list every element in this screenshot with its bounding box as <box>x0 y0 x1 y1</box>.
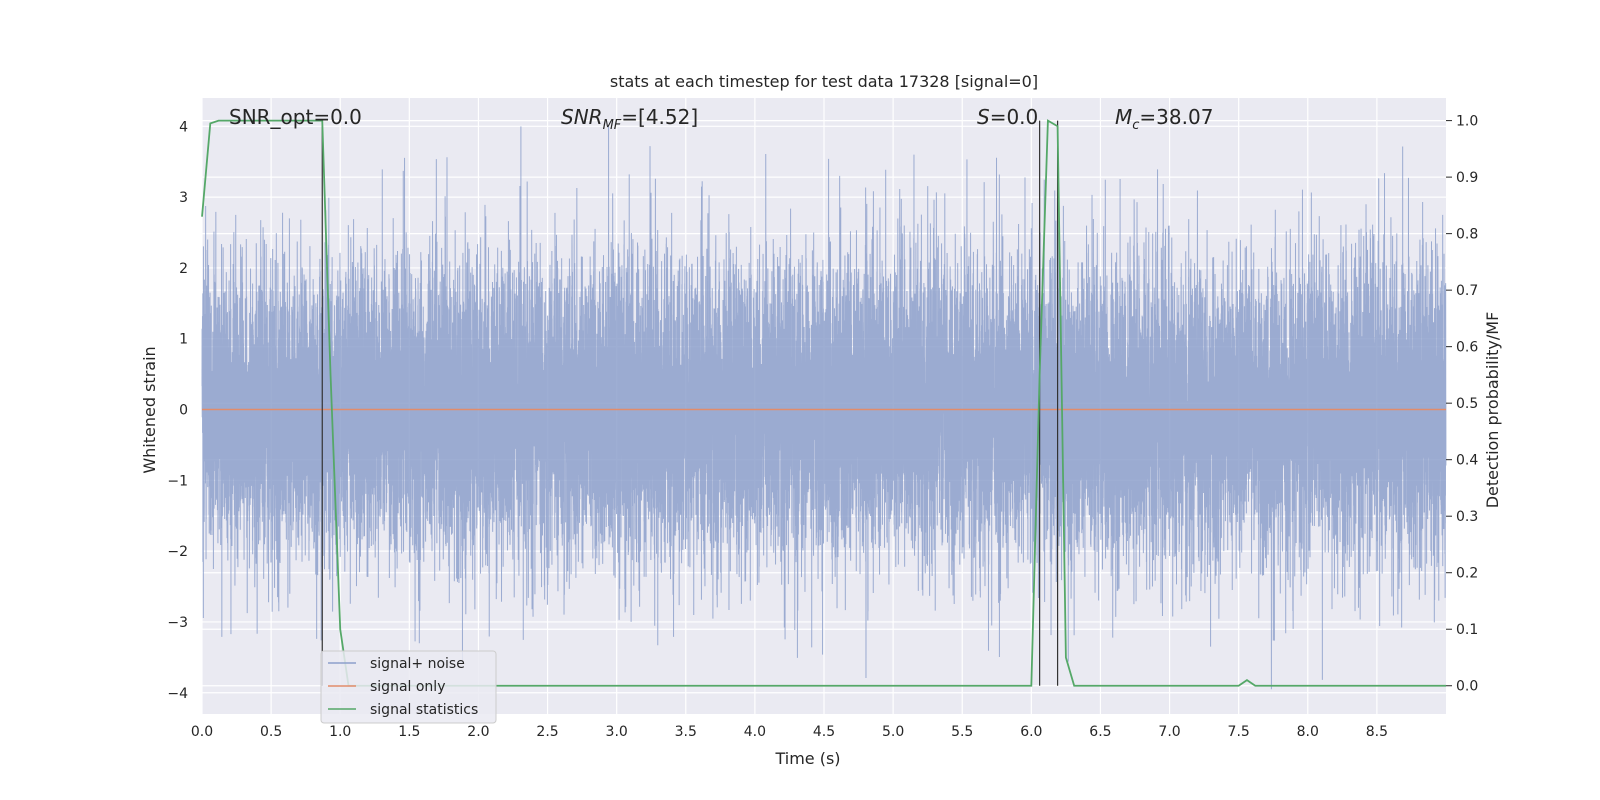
annotation-mc-value: =38.07 <box>1139 105 1213 129</box>
y2-tick-label: 0.1 <box>1456 622 1478 638</box>
x-tick-label: 1.5 <box>398 724 420 740</box>
x-tick-label: 8.0 <box>1297 724 1319 740</box>
annotation-snr-mf-value: =[4.52] <box>621 105 698 129</box>
y2-tick-label: 0.8 <box>1456 227 1478 243</box>
y-tick-label: −1 <box>167 473 188 489</box>
y2-tick-label: 0.2 <box>1456 566 1478 582</box>
x-axis-label: Time (s) <box>774 749 840 768</box>
y-tick-label: −3 <box>167 615 188 631</box>
y2-tick-label: 0.9 <box>1456 170 1478 186</box>
x-tick-label: 4.5 <box>813 724 835 740</box>
annotation-s: S=0.0 <box>977 105 1038 129</box>
legend-box <box>320 650 497 724</box>
annotation-snr-opt: SNR_opt=0.0 <box>229 105 362 129</box>
x-tick-label: 7.0 <box>1158 724 1180 740</box>
x-tick-label: 2.0 <box>467 724 489 740</box>
y2-tick-label: 0.6 <box>1456 340 1478 356</box>
signal-statistics-line <box>201 119 1446 687</box>
y-tick-label: 4 <box>179 119 188 135</box>
annotation-mc-symbol: M <box>1115 105 1132 129</box>
y2-tick-label: 0.5 <box>1456 396 1478 412</box>
legend: signal+ noise signal only signal statist… <box>320 650 497 724</box>
series-signal-noise <box>201 126 1447 690</box>
series-signal-statistics <box>201 119 1446 687</box>
annotation-snr-mf-subscript: MF <box>603 118 622 133</box>
y-tick-label: −4 <box>167 686 188 702</box>
x-tick-label: 4.0 <box>744 724 766 740</box>
x-tick-label: 6.5 <box>1089 724 1111 740</box>
annotation-s-symbol: S <box>977 105 990 129</box>
y-tick-label: 0 <box>179 403 188 419</box>
legend-label-signal-noise: signal+ noise <box>370 656 465 672</box>
x-tick-label: 6.0 <box>1020 724 1042 740</box>
legend-label-signal-statistics: signal statistics <box>370 702 478 718</box>
x-tick-label: 3.0 <box>606 724 628 740</box>
x-tick-label: 0.0 <box>191 724 213 740</box>
x-tick-label: 1.0 <box>329 724 351 740</box>
y2-tick-label: 0.0 <box>1456 679 1478 695</box>
y-tick-label: 3 <box>179 190 188 206</box>
chart-title: stats at each timestep for test data 173… <box>610 72 1038 91</box>
x-tick-label: 0.5 <box>260 724 282 740</box>
y2-tick-label: 0.4 <box>1456 453 1478 469</box>
annotation-mc-subscript: c <box>1132 118 1139 133</box>
annotation-s-value: =0.0 <box>990 105 1039 129</box>
x-tick-label: 2.5 <box>536 724 558 740</box>
legend-label-signal-only: signal only <box>370 679 445 695</box>
x-tick-label: 5.0 <box>882 724 904 740</box>
y-tick-label: 2 <box>179 261 188 277</box>
annotation-mc: Mc=38.07 <box>1115 105 1213 133</box>
x-tick-label: 7.5 <box>1228 724 1250 740</box>
y2-tick-labels: 1.0 0.9 0.8 0.7 0.6 0.5 0.4 0.3 0.2 0.1 0.0 <box>1446 114 1478 695</box>
annotation-snr-mf-symbol: SNR <box>561 105 603 129</box>
y2-tick-label: 1.0 <box>1456 114 1478 130</box>
x-tick-label: 8.5 <box>1366 724 1388 740</box>
y-tick-label: 1 <box>179 332 188 348</box>
y2-axis-label: Detection probability/MF <box>1483 312 1502 509</box>
y2-tick-label: 0.3 <box>1456 509 1478 525</box>
x-tick-label: 5.5 <box>951 724 973 740</box>
x-tick-label: 3.5 <box>675 724 697 740</box>
annotation-snr-mf: SNRMF=[4.52] <box>561 105 698 133</box>
signal-noise-line <box>201 126 1447 690</box>
x-tick-labels: 0.0 0.5 1.0 1.5 2.0 2.5 3.0 3.5 4.0 4.5 5.0 5.5 6.0 6… <box>191 724 1388 740</box>
y-axis-label: Whitened strain <box>140 346 159 473</box>
y-tick-labels: 4 3 2 1 0 −1 −2 −3 −4 <box>167 119 188 701</box>
y-tick-label: −2 <box>167 544 188 560</box>
y2-tick-label: 0.7 <box>1456 283 1478 299</box>
